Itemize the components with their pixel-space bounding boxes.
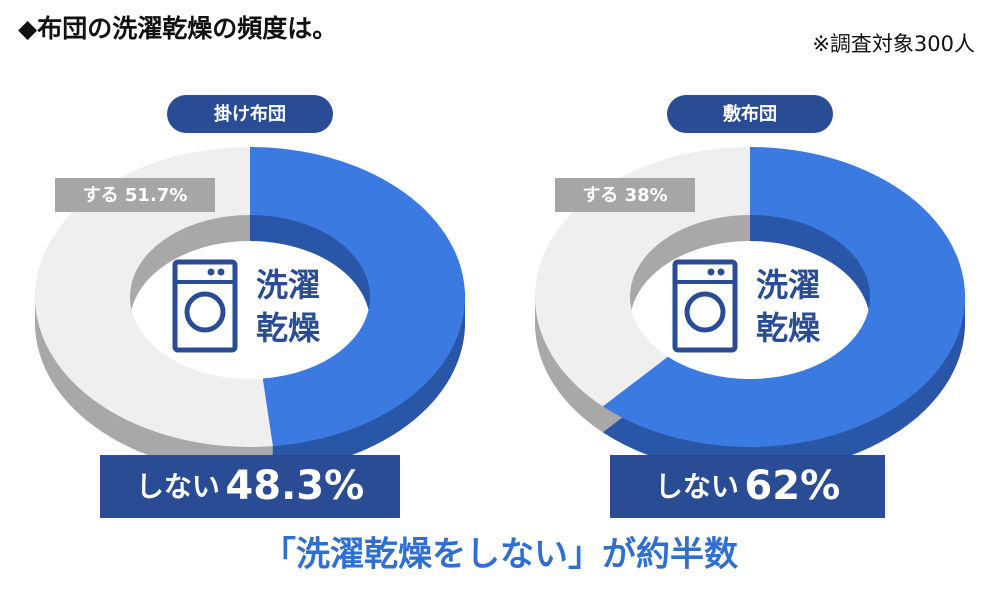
icon-body bbox=[172, 259, 238, 353]
icon-button bbox=[217, 268, 225, 276]
slice bbox=[250, 147, 466, 447]
center-text: 洗濯 bbox=[256, 266, 320, 304]
label-box bbox=[55, 178, 215, 212]
icon-drum bbox=[684, 291, 726, 333]
chart-title: 敷布団 bbox=[723, 103, 777, 125]
category-label: する bbox=[582, 185, 618, 206]
value-label: 38% bbox=[625, 185, 668, 206]
center-text: 乾燥 bbox=[756, 309, 821, 347]
slice bbox=[35, 147, 273, 447]
category-label: する bbox=[83, 185, 119, 206]
data-label: する 38% bbox=[582, 185, 667, 206]
data-label: しない 48.3% bbox=[136, 463, 364, 509]
value-label: 51.7% bbox=[125, 185, 187, 206]
chart-title-pill bbox=[667, 95, 833, 133]
value-label: 48.3% bbox=[225, 463, 364, 509]
data-label: する 51.7% bbox=[83, 185, 188, 206]
conclusion: 「洗濯乾燥をしない」が約半数 bbox=[262, 535, 738, 575]
label-box bbox=[555, 178, 695, 212]
category-label: しない bbox=[655, 470, 739, 503]
data-label: しない 62% bbox=[655, 463, 840, 509]
slice bbox=[602, 147, 965, 448]
center-text: 洗濯 bbox=[756, 266, 820, 304]
icon-body bbox=[672, 259, 738, 353]
icon-button bbox=[707, 268, 715, 276]
value-label: 62% bbox=[744, 463, 840, 509]
chart-title-pill bbox=[167, 95, 333, 133]
icon-drum bbox=[184, 291, 226, 333]
survey-note: ※調査対象300人 bbox=[812, 32, 975, 56]
icon-button bbox=[207, 268, 215, 276]
chart-title: 掛け布団 bbox=[214, 103, 286, 125]
page-title: ◆布団の洗濯乾燥の頻度は。 bbox=[18, 14, 337, 43]
label-box bbox=[100, 455, 400, 518]
category-label: しない bbox=[136, 470, 220, 503]
icon-button bbox=[717, 268, 725, 276]
label-box bbox=[610, 455, 885, 518]
center-text: 乾燥 bbox=[256, 309, 321, 347]
